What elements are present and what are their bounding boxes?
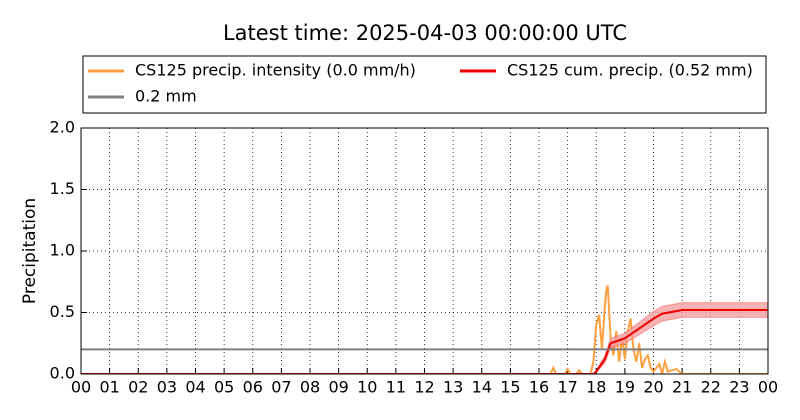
x-tick-label: 16 [529, 378, 549, 397]
legend-label: CS125 precip. intensity (0.0 mm/h) [135, 61, 416, 80]
x-tick-label: 20 [643, 378, 663, 397]
x-tick-label: 07 [271, 378, 291, 397]
x-tick-label: 19 [615, 378, 635, 397]
x-tick-label: 12 [414, 378, 434, 397]
x-tick-label: 02 [128, 378, 148, 397]
plot-area [81, 285, 768, 374]
x-tick-label: 18 [586, 378, 606, 397]
x-tick-label: 10 [357, 378, 377, 397]
x-tick-label: 22 [701, 378, 721, 397]
x-tick-label: 11 [386, 378, 406, 397]
x-tick-label: 05 [214, 378, 234, 397]
x-tick-label: 15 [500, 378, 520, 397]
y-tick-label: 1.5 [50, 179, 75, 198]
x-tick-label: 01 [99, 378, 119, 397]
chart-title: Latest time: 2025-04-03 00:00:00 UTC [223, 21, 627, 45]
x-tick-label: 23 [729, 378, 749, 397]
x-tick-label: 00 [71, 378, 91, 397]
x-tick-label: 06 [243, 378, 263, 397]
line [81, 285, 768, 374]
x-tick-label: 00 [758, 378, 778, 397]
plot-frame [80, 127, 769, 375]
legend-label: CS125 cum. precip. (0.52 mm) [507, 61, 753, 80]
y-tick-label: 2.0 [50, 118, 75, 137]
x-tick-label: 21 [672, 378, 692, 397]
x-tick-label: 09 [328, 378, 348, 397]
x-tick-label: 14 [472, 378, 492, 397]
x-tick-label: 08 [300, 378, 320, 397]
x-tick-label: 03 [157, 378, 177, 397]
y-axis-label: Precipitation [20, 198, 40, 304]
line [81, 309, 768, 374]
legend-label: 0.2 mm [135, 87, 197, 106]
x-tick-label: 13 [443, 378, 463, 397]
legend-box [82, 55, 767, 114]
y-tick-label: 0.0 [50, 364, 75, 383]
y-tick-label: 1.0 [50, 241, 75, 260]
x-tick-label: 17 [557, 378, 577, 397]
y-tick-label: 0.5 [50, 302, 75, 321]
x-tick-label: 04 [185, 378, 205, 397]
